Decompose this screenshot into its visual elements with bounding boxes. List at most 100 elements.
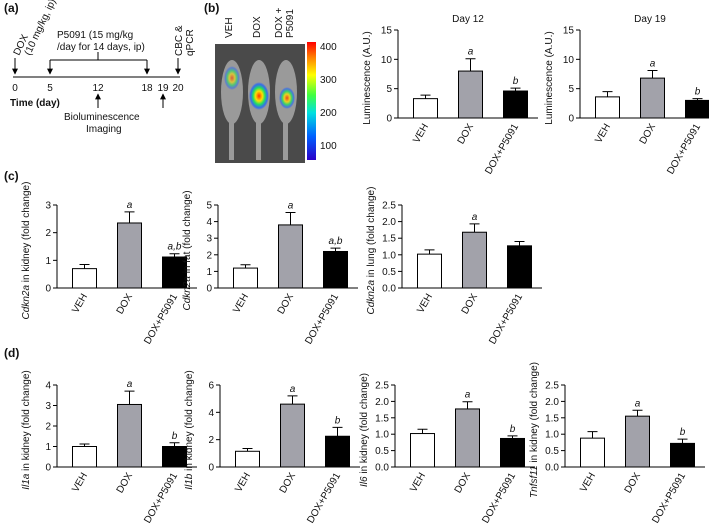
- colorbar-tick-label: 200: [320, 108, 337, 119]
- y-tick-label: 6: [208, 381, 214, 392]
- y-tick-label: 0: [208, 463, 214, 474]
- y-tick-label: 1.0: [545, 430, 559, 441]
- chart: 0 1 2 3 Cdkn2a in kidney (fold change) VEH a DO…: [21, 182, 197, 347]
- chart-title: Day 12: [452, 14, 484, 25]
- error-bar: [602, 91, 613, 97]
- chart: 0 1 2 3 4 Il1a in kidney (fold change) VEH a DOX…: [21, 370, 197, 525]
- bar: [640, 77, 665, 119]
- y-tick-label: 2: [45, 422, 51, 433]
- y-tick-label: 0: [206, 284, 212, 295]
- bar: [685, 99, 709, 119]
- bar: [462, 231, 487, 289]
- y-axis-label-gene: Il6: [359, 476, 370, 487]
- x-tick-label: DOX+P5091: [665, 122, 703, 177]
- y-tick-label: 1.5: [375, 413, 389, 424]
- y-tick-label: 0: [45, 284, 51, 295]
- bar: [235, 450, 260, 468]
- error-bar: [79, 263, 90, 269]
- y-tick-label: 2: [206, 250, 212, 261]
- bar: [323, 250, 348, 289]
- timeline-tick-label: 5: [47, 83, 53, 94]
- y-axis-label-gene: Il1b: [184, 473, 195, 490]
- y-tick-label: 2: [208, 435, 214, 446]
- column-label: DOX +: [274, 8, 285, 38]
- error-bar: [417, 428, 428, 434]
- colorbar-tick-label: 100: [320, 141, 337, 152]
- x-tick-label: VEH: [593, 122, 613, 145]
- y-axis-label: Luminescence (A.U.): [544, 31, 555, 124]
- column-label: DOX: [252, 16, 263, 38]
- y-axis-label-text: Luminescence (A.U.): [362, 31, 373, 124]
- signal: [249, 82, 269, 110]
- y-axis-label: Cdkn2a in lung (fold change): [366, 187, 377, 315]
- error-bar: [420, 94, 431, 99]
- x-tick-label: DOX+P5091: [303, 292, 341, 347]
- significance-label: a: [472, 212, 478, 223]
- error-bar: [169, 253, 180, 258]
- y-axis-label: Luminescence (A.U.): [362, 31, 373, 124]
- panel-label: (a): [4, 1, 19, 15]
- signal: [279, 87, 295, 109]
- x-tick-label: DOX+P5091: [142, 292, 180, 347]
- y-tick-label: 0.0: [382, 284, 396, 295]
- x-tick-label: DOX+P5091: [487, 292, 525, 347]
- x-tick-label: DOX: [638, 122, 659, 147]
- error-bar: [692, 98, 703, 101]
- colorbar-tick-label: 400: [320, 42, 337, 53]
- p5091-label: P5091 (15 mg/kg: [57, 30, 133, 41]
- imaging-label: Imaging: [86, 124, 122, 135]
- error-bar: [677, 438, 688, 444]
- y-tick-label: 2.5: [545, 381, 559, 392]
- x-tick-label: DOX+P5091: [650, 471, 688, 526]
- chart: 0.0 0.5 1.0 1.5 2.0 2.5 Cdkn2a in lung (fold c…: [366, 187, 542, 347]
- significance-label: a: [650, 58, 656, 69]
- y-tick-label: 5: [568, 84, 574, 95]
- y-tick-label: 0: [386, 114, 392, 125]
- x-tick-label: DOX: [456, 122, 477, 147]
- timeline-tick-label: 19: [157, 83, 169, 94]
- column-label: VEH: [224, 17, 235, 38]
- x-tick-label: VEH: [411, 122, 431, 145]
- y-axis-label-text: in kidney (fold change): [21, 182, 32, 285]
- y-tick-label: 0.5: [545, 446, 559, 457]
- error-bar: [169, 442, 180, 447]
- imaging-label: Bioluminescence: [64, 112, 140, 123]
- x-tick-label: VEH: [408, 471, 428, 494]
- error-bar: [285, 211, 296, 225]
- y-axis-label: Il1a in kidney (fold change): [21, 370, 32, 490]
- y-tick-label: 15: [381, 26, 393, 37]
- bar: [162, 446, 187, 468]
- y-axis-label: Il6 in kidney (fold change): [359, 373, 370, 487]
- bar: [670, 442, 695, 468]
- error-bar: [632, 409, 643, 417]
- chart: 0 5 10 15 Day 12 Luminescence (A.U.) VEH a DOX b D…: [362, 14, 538, 176]
- y-tick-label: 1.5: [545, 413, 559, 424]
- y-axis-label-text: in kidney (fold change): [21, 370, 32, 473]
- significance-label: a: [635, 398, 641, 409]
- x-tick-label: DOX: [115, 292, 136, 317]
- x-tick-label: VEH: [70, 292, 90, 315]
- x-tick-label: DOX: [460, 292, 481, 317]
- x-tick-label: DOX: [276, 292, 297, 317]
- bar: [278, 224, 303, 289]
- column-label: P5091: [285, 9, 296, 38]
- time-axis-label: Time (day): [10, 98, 60, 109]
- colorbar-tick-label: 300: [320, 75, 337, 86]
- significance-label: a: [127, 200, 133, 211]
- bar: [417, 253, 442, 289]
- x-tick-label: VEH: [578, 471, 598, 494]
- y-tick-label: 15: [563, 26, 575, 37]
- bar: [458, 70, 483, 119]
- x-tick-label: VEH: [415, 292, 435, 315]
- x-tick-label: DOX+P5091: [483, 122, 521, 177]
- chart: 0 2 4 6 Il1b in kidney (fold change) VEH a DOX b…: [184, 370, 360, 525]
- p5091-label: /day for 14 days, ip): [57, 42, 145, 53]
- significance-label: b: [335, 415, 341, 426]
- error-bar: [242, 448, 253, 452]
- bar: [72, 446, 97, 468]
- y-axis-label-gene: Cdkn2a: [21, 285, 32, 320]
- y-tick-label: 2.5: [382, 201, 396, 212]
- y-axis-label-text: in kidney (fold change): [529, 362, 540, 465]
- y-tick-label: 3: [45, 201, 51, 212]
- bar: [72, 268, 97, 289]
